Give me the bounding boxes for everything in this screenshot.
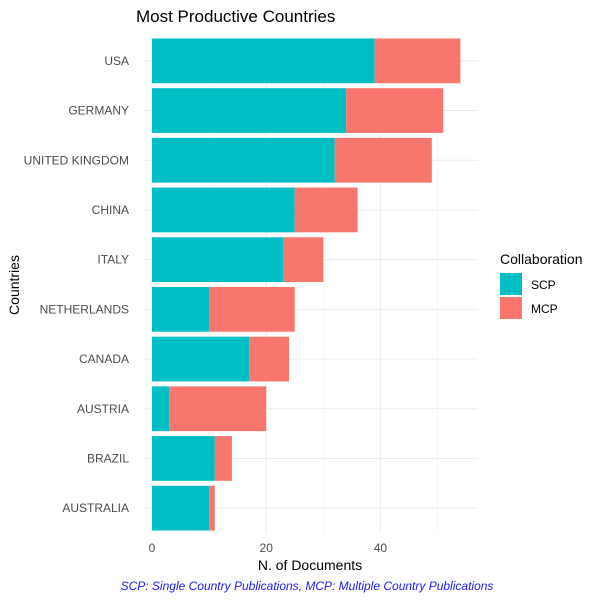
y-tick-label: NETHERLANDS — [40, 302, 129, 316]
y-tick-label: UNITED KINGDOM — [24, 153, 129, 167]
y-tick-label: USA — [104, 54, 129, 68]
x-tick-label: 0 — [149, 541, 156, 555]
x-tick-label: 20 — [260, 541, 274, 555]
bar-scp-australia — [152, 485, 210, 531]
bar-mcp-brazil — [214, 436, 232, 481]
bar-mcp-netherlands — [209, 286, 295, 332]
y-tick-label: ITALY — [97, 253, 129, 267]
legend-label-mcp: MCP — [531, 302, 558, 316]
bar-scp-brazil — [152, 436, 215, 481]
bar-mcp-china — [294, 187, 358, 233]
bar-scp-netherlands — [152, 286, 210, 332]
x-tick-label: 40 — [374, 541, 388, 555]
bar-scp-austria — [152, 386, 170, 432]
chart-caption: SCP: Single Country Publications, MCP: M… — [121, 579, 494, 593]
legend: Collaboration SCP MCP — [500, 251, 583, 319]
legend-key-scp — [500, 273, 522, 295]
y-tick-label: CANADA — [79, 352, 129, 366]
x-axis-title: N. of Documents — [258, 557, 362, 573]
legend-label-scp: SCP — [531, 278, 556, 292]
bar-mcp-usa — [374, 38, 461, 84]
bar-mcp-austria — [169, 386, 267, 432]
legend-key-mcp — [500, 297, 522, 319]
y-tick-labels: USA GERMANY UNITED KINGDOM CHINA ITALY NETHER… — [24, 54, 130, 515]
legend-title: Collaboration — [500, 251, 583, 267]
bars — [152, 38, 461, 531]
y-tick-label: GERMANY — [68, 104, 129, 118]
y-tick-label: BRAZIL — [87, 451, 129, 465]
y-tick-label: AUSTRALIA — [62, 501, 129, 515]
bar-scp-united-kingdom — [152, 137, 335, 183]
bar-mcp-germany — [346, 88, 444, 133]
bar-scp-germany — [152, 88, 347, 133]
bar-mcp-italy — [283, 237, 324, 283]
x-tick-labels: 0 20 40 — [149, 541, 388, 555]
chart-title: Most Productive Countries — [136, 7, 335, 26]
y-axis-title: Countries — [6, 255, 22, 315]
bar-scp-china — [152, 187, 295, 233]
bar-mcp-united-kingdom — [334, 137, 432, 183]
y-tick-label: AUSTRIA — [77, 402, 129, 416]
y-tick-label: CHINA — [92, 203, 129, 217]
bar-scp-usa — [152, 38, 375, 84]
bar-scp-italy — [152, 237, 284, 283]
bar-scp-canada — [152, 336, 250, 382]
bar-mcp-australia — [209, 485, 215, 531]
bar-mcp-canada — [249, 336, 290, 382]
